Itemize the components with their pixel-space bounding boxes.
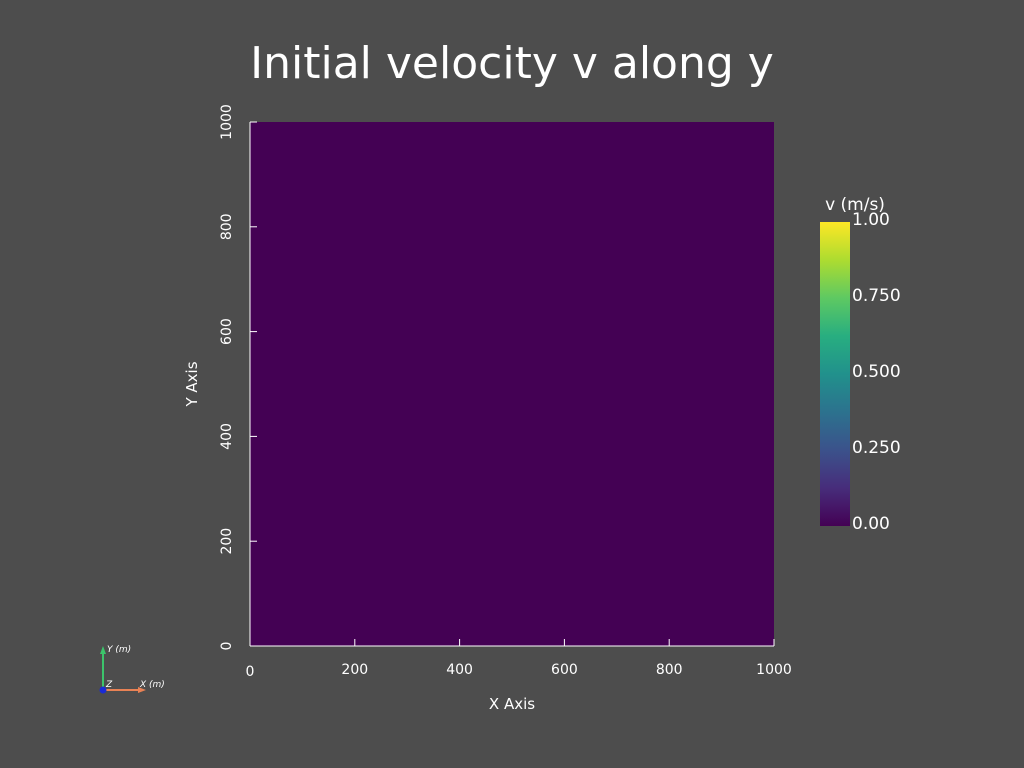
triad-x-label: X (m) bbox=[139, 680, 165, 690]
x-tick-label: 800 bbox=[656, 662, 683, 678]
chart-title: Initial velocity v along y bbox=[250, 38, 774, 89]
x-tick-label: 0 bbox=[246, 664, 255, 680]
x-axis: 0 200 400 600 800 1000 bbox=[246, 639, 792, 680]
colorbar-tick-label: 0.250 bbox=[852, 438, 901, 458]
colorbar-tick-label: 0.00 bbox=[852, 514, 890, 534]
colorbar-tick-label: 1.00 bbox=[852, 210, 890, 230]
y-tick-label: 400 bbox=[219, 423, 235, 450]
y-tick-label: 600 bbox=[219, 318, 235, 345]
colorbar bbox=[820, 222, 850, 526]
y-tick-label: 800 bbox=[219, 213, 235, 240]
y-tick-label: 0 bbox=[219, 642, 235, 651]
triad-y-label: Y (m) bbox=[107, 645, 131, 655]
y-axis: 0 200 400 600 800 1000 bbox=[219, 104, 257, 650]
y-tick-label: 1000 bbox=[219, 104, 235, 140]
x-tick-label: 1000 bbox=[756, 662, 792, 678]
x-tick-label: 400 bbox=[446, 662, 473, 678]
y-tick-label: 200 bbox=[219, 528, 235, 555]
x-axis-title: X Axis bbox=[489, 695, 535, 713]
triad-y-arrow-icon bbox=[100, 646, 106, 654]
velocity-field[interactable] bbox=[250, 122, 774, 646]
x-tick-label: 200 bbox=[341, 662, 368, 678]
x-tick-label: 600 bbox=[551, 662, 578, 678]
triad-x-arrow-icon bbox=[138, 687, 146, 693]
colorbar-title: v (m/s) bbox=[825, 195, 885, 215]
triad-z-label: Z bbox=[105, 680, 113, 690]
colorbar-tick-label: 0.750 bbox=[852, 286, 901, 306]
y-axis-title: Y Axis bbox=[183, 361, 201, 407]
triad-z-point bbox=[99, 686, 107, 694]
colorbar-ticks: 0.00 0.250 0.500 0.750 1.00 bbox=[852, 210, 901, 534]
colorbar-tick-label: 0.500 bbox=[852, 362, 901, 382]
orientation-triad: Y (m) X (m) Z bbox=[99, 645, 165, 694]
